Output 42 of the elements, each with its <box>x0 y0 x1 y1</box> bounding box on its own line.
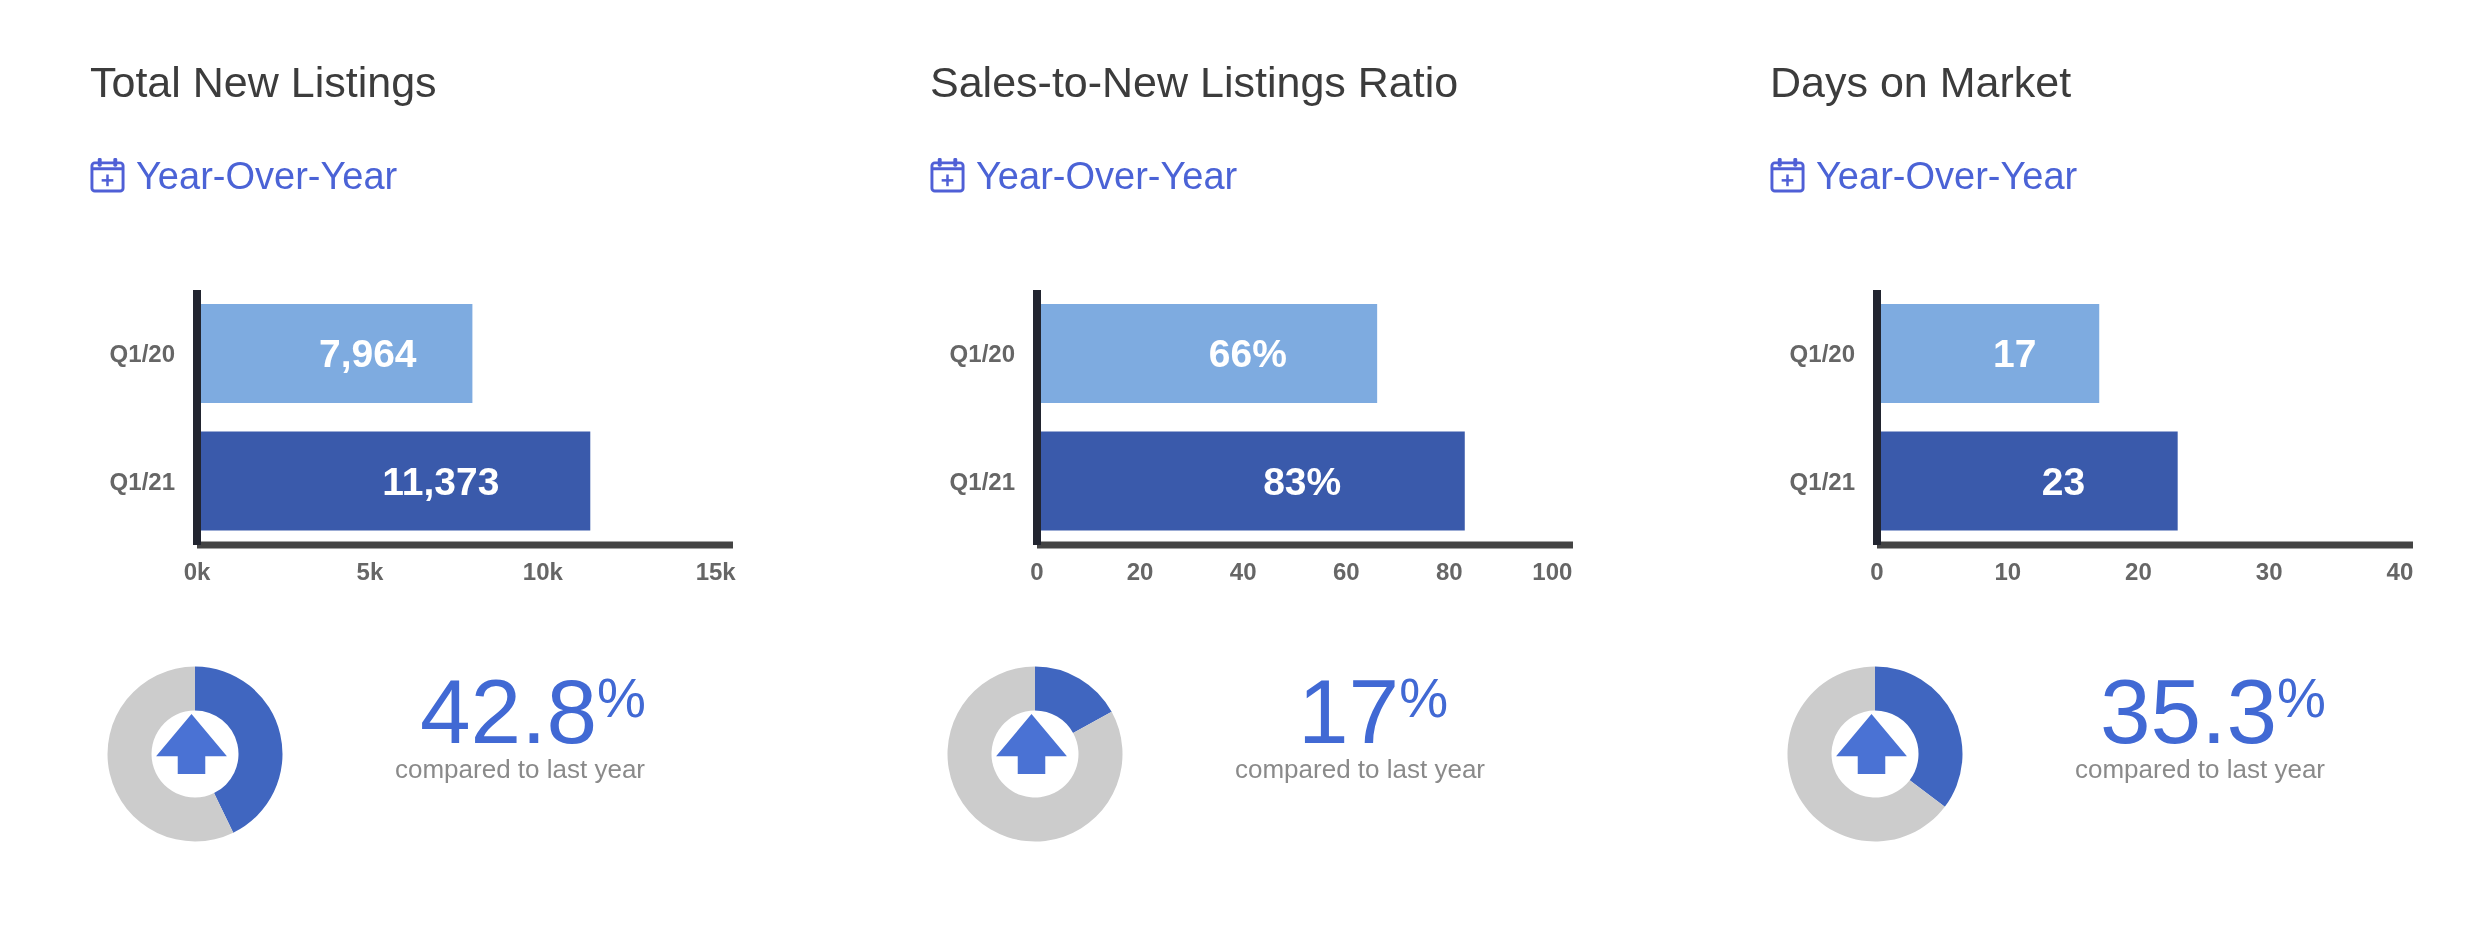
text: compared to last year <box>1234 754 1486 784</box>
x-tick-label: 30 <box>2255 558 2283 586</box>
x-tick-label: 5k <box>356 558 384 586</box>
chart-title: Total New Listings <box>90 58 437 106</box>
y-tick-label: Q1/20 <box>949 340 1015 368</box>
x-tick-label: 0k <box>183 558 211 586</box>
x-tick-label: 20 <box>2125 558 2152 586</box>
x-tick-label: 10 <box>1994 558 2022 586</box>
chart-subtitle: Year-Over-Year <box>1816 155 2078 197</box>
y-tick-label: Q1/20 <box>109 340 175 368</box>
y-tick-label: Q1/21 <box>1789 467 1855 495</box>
y-tick-label: Q1/21 <box>109 467 175 495</box>
x-tick-label: 40 <box>2386 558 2414 586</box>
chart-subtitle: Year-Over-Year <box>136 155 398 197</box>
text: compared to last year <box>394 754 646 784</box>
x-tick-label: 100 <box>1532 558 1573 586</box>
donut-slice <box>195 666 283 833</box>
donut-slice <box>1787 666 1945 842</box>
x-tick-label: 15k <box>695 558 737 586</box>
chart-title: Sales-to-New Listings Ratio <box>930 58 1459 106</box>
donut-slice <box>107 666 234 842</box>
x-tick-label: 0 <box>1030 558 1044 586</box>
data-label: 23 <box>2041 459 2086 503</box>
x-tick-label: 80 <box>1435 558 1463 586</box>
data-label: 17 <box>1993 332 2037 376</box>
data-label: 66% <box>1208 332 1287 376</box>
y-tick-label: Q1/21 <box>949 467 1015 495</box>
x-tick-label: 10k <box>522 558 564 586</box>
x-tick-label: 60 <box>1332 558 1360 586</box>
x-tick-label: 20 <box>1126 558 1154 586</box>
donut-slice <box>1875 666 1963 807</box>
text: compared to last year <box>2074 754 2326 784</box>
chart-subtitle: Year-Over-Year <box>976 155 1238 197</box>
chart-title: Days on Market <box>1770 58 2072 106</box>
donut-slice <box>1035 666 1112 734</box>
donut-slice <box>947 666 1123 842</box>
data-label: 11,373 <box>382 459 500 503</box>
x-tick-label: 40 <box>1229 558 1257 586</box>
data-label: 83% <box>1263 459 1342 503</box>
x-tick-label: 0 <box>1870 558 1884 586</box>
y-tick-label: Q1/20 <box>1789 340 1855 368</box>
data-label: 7,964 <box>318 332 417 376</box>
